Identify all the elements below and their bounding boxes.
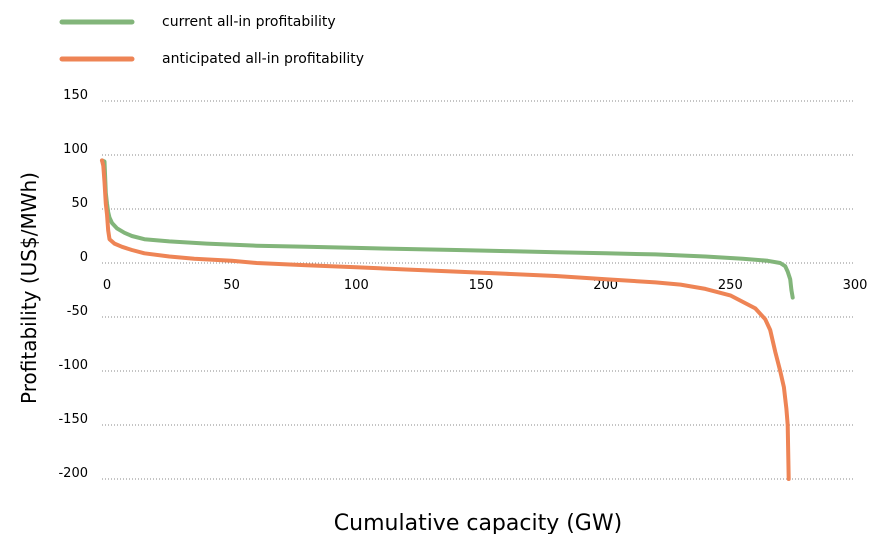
y-tick-label: 0 [80,250,88,265]
series-lines [100,158,795,481]
x-tick-label: 300 [843,278,868,293]
x-tick-label: 0 [103,278,111,293]
legend-label-current: current all-in profitability [162,14,336,30]
y-tick-label: 100 [63,142,88,157]
x-tick-label: 150 [469,278,494,293]
x-axis-title: Cumulative capacity (GW) [334,511,622,534]
legend-label-anticipated: anticipated all-in profitability [162,51,364,67]
x-tick-label: 50 [223,278,240,293]
y-tick-labels: 150 100 50 0 -50 -100 -150 -200 [58,88,88,481]
legend: current all-in profitability anticipated… [59,14,364,67]
x-tick-labels: 0 50 100 150 200 250 300 [103,278,868,293]
x-tick-label: 200 [593,278,618,293]
gridlines [102,100,855,480]
x-tick-label: 100 [344,278,369,293]
y-tick-label: 150 [63,88,88,103]
x-tick-label: 250 [718,278,743,293]
y-tick-label: -150 [58,412,88,427]
y-tick-label: -200 [58,466,88,481]
y-axis-title: Profitability (US$/MWh) [17,172,41,404]
y-tick-label: 50 [71,196,88,211]
y-tick-label: -100 [58,358,88,373]
series-line-current [100,158,795,300]
series-line-anticipated [100,158,791,481]
y-tick-label: -50 [67,304,88,319]
